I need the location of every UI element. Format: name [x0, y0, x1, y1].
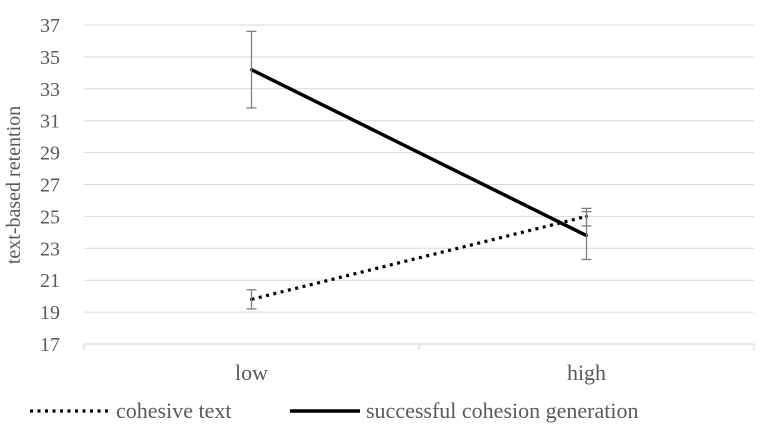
legend-item: cohesive text	[30, 398, 231, 423]
y-tick-label: 37	[40, 15, 60, 37]
legend-label: successful cohesion generation	[366, 398, 638, 423]
y-axis-title: text-based retention	[3, 106, 25, 264]
y-tick-label: 33	[40, 79, 60, 101]
legend: cohesive text successful cohesion generat…	[30, 398, 638, 423]
y-tick-label: 19	[40, 302, 60, 324]
x-tick-label: low	[235, 360, 268, 385]
error-bar	[246, 30, 257, 109]
error-bars	[246, 30, 592, 310]
axes: 17 19 21 23 25 27 29 31 33 35 37 low high	[40, 15, 755, 385]
y-tick-label: 21	[40, 270, 60, 292]
error-bar	[581, 210, 592, 261]
y-tick-label: 31	[40, 111, 60, 133]
y-tick-label: 27	[40, 175, 60, 197]
y-tick-label: 25	[40, 206, 60, 228]
legend-item: successful cohesion generation	[290, 398, 638, 423]
series-line-1	[251, 214, 587, 301]
y-tick-label: 23	[40, 238, 60, 260]
series-line-2	[250, 68, 588, 238]
y-tick-label: 17	[40, 334, 60, 356]
y-tick-label: 29	[40, 143, 60, 165]
gridlines	[84, 24, 754, 313]
error-bar	[246, 289, 257, 310]
legend-label: cohesive text	[116, 398, 231, 423]
x-tick-label: high	[567, 360, 606, 385]
y-tick-label: 35	[40, 47, 60, 69]
